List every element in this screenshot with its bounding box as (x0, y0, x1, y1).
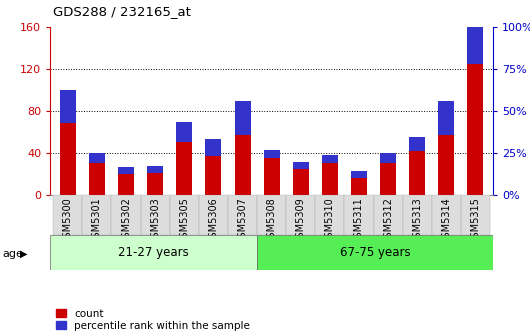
Text: GSM5309: GSM5309 (296, 197, 306, 244)
Bar (293, 162, 309, 169)
Bar (82, 195, 111, 235)
Text: GSM5300: GSM5300 (63, 197, 73, 244)
Bar (257, 235, 493, 270)
Bar (263, 158, 280, 195)
Legend: count, percentile rank within the sample: count, percentile rank within the sample (56, 309, 250, 331)
Bar (170, 195, 199, 235)
Bar (403, 195, 432, 235)
Bar (50, 235, 257, 270)
Bar (322, 155, 338, 163)
Text: GSM5307: GSM5307 (237, 197, 248, 244)
Bar (293, 169, 309, 195)
Bar (147, 166, 163, 173)
Text: ▶: ▶ (20, 249, 28, 259)
Bar (344, 195, 374, 235)
Bar (206, 139, 222, 156)
Bar (438, 101, 454, 135)
Bar (228, 195, 257, 235)
Bar (409, 137, 425, 151)
Bar (111, 195, 140, 235)
Text: 21-27 years: 21-27 years (118, 246, 189, 259)
Bar (438, 135, 454, 195)
Bar (53, 195, 82, 235)
Text: GDS288 / 232165_at: GDS288 / 232165_at (53, 5, 191, 18)
Bar (89, 153, 105, 163)
Bar (467, 64, 483, 195)
Text: GSM5306: GSM5306 (208, 197, 218, 244)
Text: GSM5305: GSM5305 (179, 197, 189, 244)
Text: GSM5310: GSM5310 (325, 197, 335, 244)
Text: GSM5301: GSM5301 (92, 197, 102, 244)
Bar (315, 195, 344, 235)
Bar (118, 174, 134, 195)
Bar (60, 124, 76, 195)
Text: 67-75 years: 67-75 years (340, 246, 410, 259)
Text: GSM5313: GSM5313 (412, 197, 422, 244)
Text: GSM5311: GSM5311 (354, 197, 364, 244)
Bar (140, 195, 170, 235)
Bar (351, 178, 367, 195)
Bar (147, 173, 163, 195)
Text: GSM5303: GSM5303 (150, 197, 160, 244)
Bar (467, 16, 483, 64)
Bar (461, 195, 490, 235)
Bar (89, 163, 105, 195)
Bar (234, 101, 251, 135)
Bar (176, 142, 192, 195)
Text: GSM5302: GSM5302 (121, 197, 131, 244)
Text: GSM5315: GSM5315 (471, 197, 480, 244)
Bar (286, 195, 315, 235)
Bar (199, 195, 228, 235)
Bar (351, 171, 367, 178)
Bar (322, 163, 338, 195)
Bar (206, 156, 222, 195)
Bar (374, 195, 403, 235)
Text: age: age (3, 249, 23, 259)
Text: GSM5314: GSM5314 (441, 197, 452, 244)
Bar (432, 195, 461, 235)
Bar (380, 153, 396, 163)
Bar (176, 122, 192, 142)
Text: GSM5312: GSM5312 (383, 197, 393, 244)
Text: GSM5308: GSM5308 (267, 197, 277, 244)
Bar (257, 195, 286, 235)
Bar (234, 135, 251, 195)
Bar (409, 151, 425, 195)
Bar (380, 163, 396, 195)
Bar (60, 90, 76, 124)
Bar (263, 150, 280, 158)
Bar (118, 167, 134, 174)
